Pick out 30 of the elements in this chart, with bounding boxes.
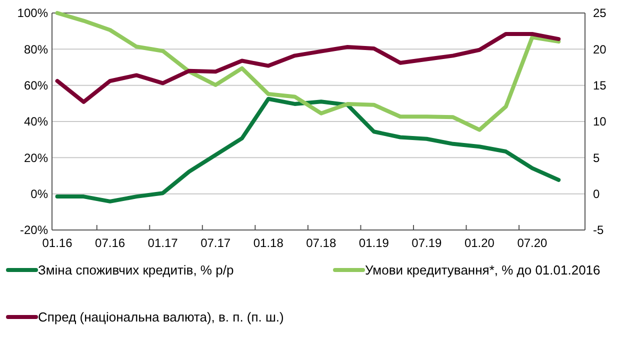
x-tick-label: 01.18 — [253, 236, 284, 250]
y-tick-label: 0% — [30, 187, 48, 202]
y-tick-label: 20% — [24, 150, 48, 165]
legend-label: Умови кредитування*, % до 01.01.2016 — [365, 262, 600, 278]
x-tick-label: 01.17 — [148, 236, 178, 250]
line-series — [55, 32, 561, 104]
y-tick-label: 60% — [24, 78, 48, 93]
y2-tick-label: 10 — [593, 114, 607, 129]
x-tick-label: 07.16 — [95, 236, 126, 250]
y2-tick-label: 5 — [593, 150, 600, 165]
x-tick-label: 07.18 — [306, 236, 336, 250]
x-tick-label: 01.16 — [42, 236, 73, 250]
x-tick-label: 01.20 — [464, 236, 495, 250]
legend-label: Зміна споживчих кредитів, % р/р — [38, 262, 234, 278]
line-series — [55, 96, 561, 204]
x-tick-label: 07.17 — [200, 236, 231, 250]
y2-tick-label: 20 — [593, 42, 607, 56]
y2-tick-label: -5 — [593, 223, 604, 238]
legend-label: Спред (національна валюта), в. п. (п. ш.) — [38, 310, 284, 325]
y-tick-label: 80% — [24, 42, 48, 56]
y2-tick-label: 0 — [593, 187, 600, 202]
x-tick-label: 01.19 — [358, 236, 390, 250]
y-tick-label: 40% — [24, 114, 48, 129]
y2-tick-label: 25 — [593, 6, 607, 20]
x-tick-label: 07.20 — [517, 236, 548, 250]
y-tick-label: -20% — [20, 223, 48, 238]
y2-tick-label: 15 — [593, 78, 607, 93]
y-tick-label: 100% — [17, 6, 48, 20]
x-tick-label: 07.19 — [412, 236, 442, 250]
line-series — [55, 11, 561, 132]
